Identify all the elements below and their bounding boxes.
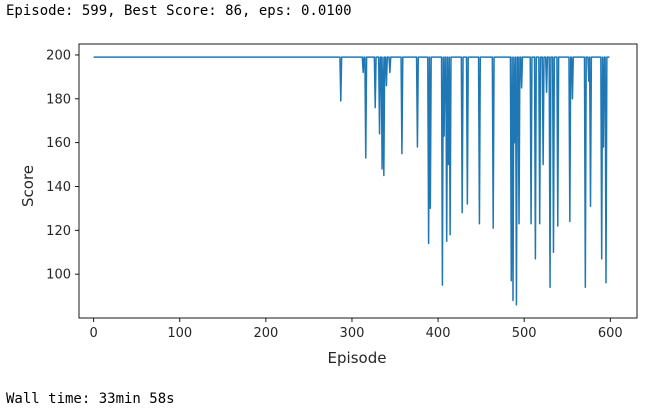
status-line: Episode: 599, Best Score: 86, eps: 0.010… (6, 3, 352, 19)
score-chart: 0 100 200 300 400 500 600 100 120 140 160 180 200 Ep… (19, 43, 638, 367)
x-tick-label: 100 (167, 326, 192, 341)
y-tick-label: 180 (46, 92, 71, 107)
wall-time-output: Wall time: 33min 58s (6, 391, 175, 407)
y-tick-label: 160 (46, 136, 71, 151)
x-tick-label: 0 (89, 326, 97, 341)
score-line (93, 56, 610, 306)
y-axis-label: Score (19, 165, 37, 207)
x-axis-label: Episode (328, 349, 387, 367)
x-tick-label: 200 (253, 326, 278, 341)
x-tick-label: 600 (598, 326, 623, 341)
plot-area (93, 56, 610, 306)
y-tick-label: 140 (46, 180, 71, 195)
x-tick-label: 400 (426, 326, 451, 341)
axes-frame (78, 43, 638, 319)
y-tick-label: 120 (46, 224, 71, 239)
x-tick-label: 300 (340, 326, 365, 341)
axes: 0 100 200 300 400 500 600 100 120 140 160 180 200 (46, 43, 638, 341)
x-tick-label: 500 (512, 326, 537, 341)
y-tick-label: 200 (46, 48, 71, 63)
y-tick-label: 100 (46, 268, 71, 283)
